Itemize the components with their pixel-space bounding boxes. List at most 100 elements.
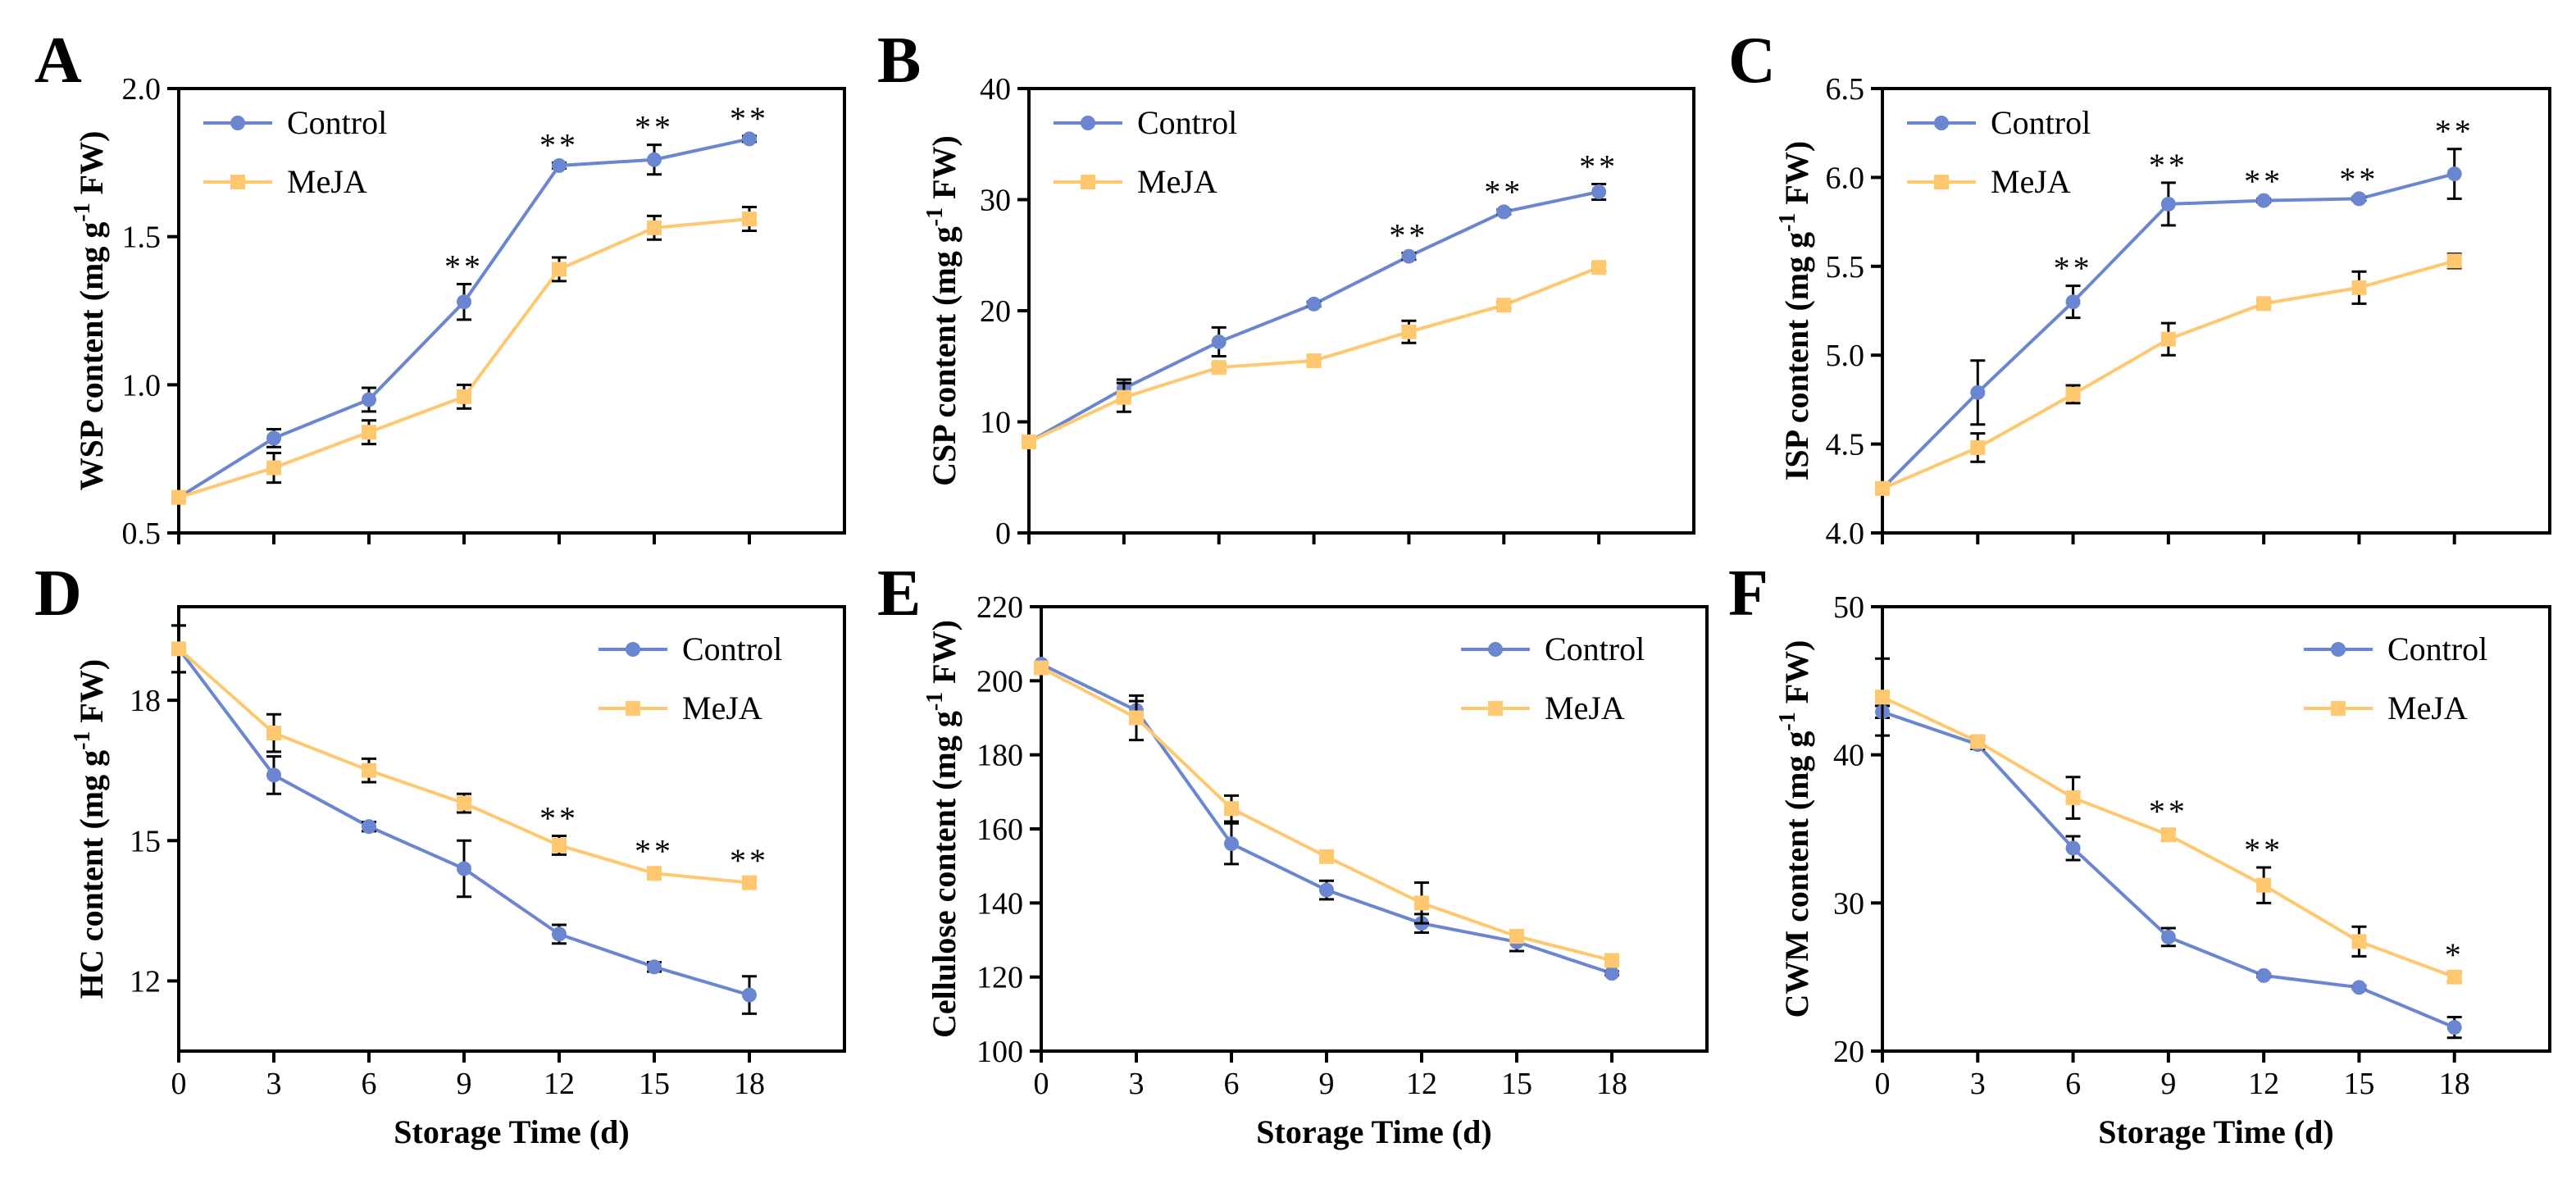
- data-point: [2446, 253, 2462, 269]
- y-tick-label: 30: [980, 184, 1011, 218]
- data-point: [266, 726, 281, 741]
- data-point: [1129, 710, 1144, 726]
- data-point: [2351, 980, 2367, 995]
- data-point: [362, 425, 376, 440]
- x-tick-label: 3: [1970, 1067, 1986, 1101]
- y-tick-label: 2.0: [122, 72, 162, 107]
- legend-label: Control: [287, 104, 387, 141]
- chart-panel-d: D 12 15 18 0 3 6 9 12 15 18 Storage Time (d) HC cont…: [34, 558, 846, 1150]
- y-axis-title: HC content (mg g-1 FW): [70, 659, 110, 999]
- data-point: [1604, 966, 1619, 981]
- y-tick-label: 0: [995, 517, 1011, 551]
- x-tick-label: 6: [362, 1067, 377, 1101]
- series-control: [1034, 657, 1619, 981]
- data-point: [2065, 294, 2081, 310]
- data-point: [362, 392, 376, 407]
- series-meja: [171, 624, 757, 890]
- data-point: [1319, 849, 1334, 864]
- y-tick-label: 6.0: [1826, 161, 1865, 195]
- panel-letter: A: [34, 25, 82, 97]
- x-tick-label: 0: [1034, 1067, 1049, 1101]
- y-axis-title: ISP content (mg g-1 FW): [1775, 141, 1815, 480]
- data-point: [552, 262, 567, 277]
- y-tick-label: 4.5: [1826, 428, 1865, 462]
- series-meja: [1875, 253, 2462, 496]
- data-point: [1034, 660, 1049, 676]
- data-point: [742, 875, 757, 890]
- significance-label: **: [635, 832, 674, 869]
- x-tick-label: 15: [639, 1067, 670, 1101]
- data-point: [2065, 840, 2081, 856]
- significance-label: **: [2435, 113, 2474, 150]
- panel-letter: D: [34, 558, 82, 630]
- y-tick-label: 10: [980, 406, 1011, 440]
- legend-label: Control: [2387, 630, 2487, 667]
- series-line: [1040, 666, 1613, 963]
- data-point: [647, 866, 662, 881]
- x-tick-label: 0: [1875, 1067, 1891, 1101]
- x-tick-label: 9: [457, 1067, 472, 1101]
- series-line: [1882, 710, 2455, 1029]
- y-tick-label: 1.5: [122, 221, 162, 255]
- series-meja: [171, 206, 757, 505]
- significance-label: **: [539, 126, 579, 163]
- data-point: [1591, 260, 1607, 275]
- y-tick-label: 20: [1833, 1035, 1864, 1069]
- chart-panel-c: C 4.0 4.5 5.0 5.5 6.0 6.5 ISP content (mg g-1 F…: [1728, 25, 2551, 551]
- data-point: [1306, 296, 1322, 312]
- data-point: [2065, 790, 2081, 806]
- legend: Control MeJA: [1461, 630, 1645, 726]
- data-point: [171, 489, 186, 505]
- data-point: [457, 795, 471, 811]
- series-control: [171, 131, 757, 505]
- data-point: [647, 959, 662, 975]
- y-tick-label: 5.5: [1826, 250, 1865, 285]
- significance-label: **: [1579, 148, 1618, 185]
- x-tick-label: 3: [266, 1067, 282, 1101]
- chart-panel-f: F 20 30 40 50 0 3 6 9 12 15 18 Storage Time (d) CWM c…: [1728, 558, 2551, 1150]
- x-tick-label: 12: [2248, 1067, 2279, 1101]
- data-point: [1970, 385, 1986, 400]
- data-point: [1414, 895, 1429, 911]
- series-control: [1875, 148, 2462, 496]
- legend-label: MeJA: [2387, 690, 2468, 726]
- x-tick-label: 15: [1501, 1067, 1532, 1101]
- legend-label: MeJA: [287, 163, 367, 200]
- panel-letter: F: [1728, 558, 1768, 630]
- legend-label: Control: [1137, 104, 1237, 141]
- data-point: [2256, 877, 2272, 893]
- y-tick-label: 160: [976, 813, 1023, 847]
- data-point: [1875, 690, 1890, 705]
- y-tick-label: 50: [1833, 590, 1864, 625]
- legend-label: MeJA: [1545, 690, 1625, 726]
- significance-label: **: [1389, 217, 1428, 254]
- legend-label: MeJA: [1137, 163, 1217, 200]
- data-point: [2256, 296, 2272, 312]
- plot-frame: [1881, 605, 2551, 1053]
- legend-marker: [2331, 642, 2346, 657]
- y-tick-label: 0.5: [122, 517, 162, 551]
- legend-label: Control: [1545, 630, 1645, 667]
- series-control: [171, 624, 757, 1015]
- y-tick-label: 100: [976, 1035, 1023, 1069]
- data-point: [1211, 334, 1227, 349]
- significance-label: **: [444, 248, 484, 285]
- chart-panel-b: B 0 10 20 30 40 CSP content (mg g-1 FW) ** ** ** C…: [877, 25, 1695, 551]
- legend-marker: [626, 642, 640, 657]
- data-point: [1319, 882, 1334, 898]
- y-axis-title: CSP content (mg g-1 FW): [922, 135, 963, 486]
- data-point: [2160, 196, 2176, 212]
- y-axis-title: WSP content (mg g-1 FW): [70, 131, 110, 491]
- legend-marker: [2331, 701, 2346, 716]
- y-tick-label: 5.0: [1826, 339, 1865, 373]
- x-tick-label: 3: [1129, 1067, 1145, 1101]
- y-tick-label: 220: [976, 590, 1023, 625]
- series-meja: [1022, 260, 1607, 449]
- y-axis-title: Cellulose content (mg g-1 FW): [922, 620, 963, 1038]
- data-point: [1496, 204, 1512, 220]
- significance-label: **: [635, 109, 674, 146]
- series-meja: [1875, 657, 2462, 985]
- x-tick-label: 15: [2343, 1067, 2374, 1101]
- data-point: [2351, 280, 2367, 295]
